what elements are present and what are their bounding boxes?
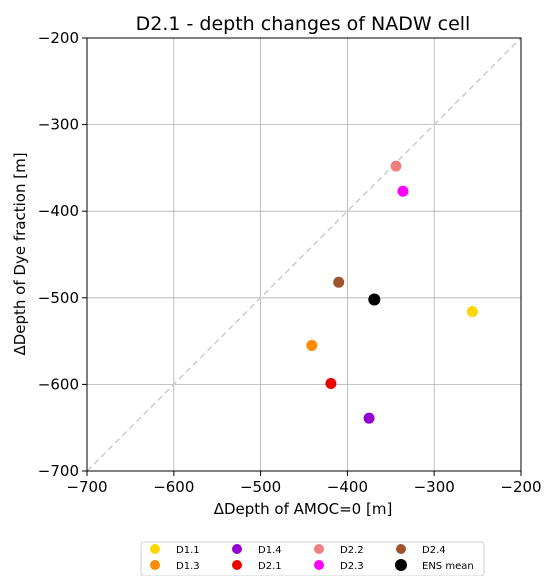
x-axis-ticks: −700 −600 −500 −400 −300 −200 — [66, 471, 542, 496]
y-tick-label: −600 — [38, 375, 79, 393]
y-tick-label: −400 — [38, 202, 79, 220]
point-d2-2 — [390, 160, 402, 172]
x-tick-label: −600 — [153, 478, 194, 496]
y-tick-label: −700 — [38, 462, 79, 480]
x-tick-label: −700 — [66, 478, 107, 496]
reference-line-y-equals-x — [86, 37, 522, 472]
point-d1-4 — [363, 412, 375, 424]
legend-marker-ens-mean — [395, 559, 407, 571]
legend: D1.1 D1.3 D1.4 D2.1 D2.2 D2.3 D2.4 ENS mean — [140, 541, 485, 576]
legend-label-d1-4: D1.4 — [258, 545, 282, 556]
y-axis-ticks: −700 −600 −500 −400 −300 −200 — [38, 29, 87, 480]
y-tick-label: −500 — [38, 289, 79, 307]
legend-marker-d2-2 — [314, 544, 324, 554]
chart-title: D2.1 - depth changes of NADW cell — [136, 13, 471, 35]
legend-marker-d2-4 — [396, 544, 406, 554]
point-d2-1 — [325, 378, 337, 390]
x-tick-label: −200 — [500, 478, 541, 496]
legend-marker-d2-1 — [232, 560, 242, 570]
legend-label-d2-1: D2.1 — [258, 561, 282, 572]
x-axis-label: ΔDepth of AMOC=0 [m] — [214, 500, 393, 518]
legend-label-d1-3: D1.3 — [176, 561, 200, 572]
legend-marker-d2-3 — [314, 560, 324, 570]
legend-marker-d1-4 — [232, 544, 242, 554]
point-d2-4 — [333, 276, 345, 288]
point-d1-1 — [466, 306, 478, 318]
y-tick-label: −200 — [38, 29, 79, 47]
point-d1-3 — [306, 339, 318, 351]
grid — [86, 37, 522, 472]
legend-label-ens-mean: ENS mean — [422, 561, 474, 572]
point-d2-3 — [397, 185, 409, 197]
legend-marker-d1-1 — [150, 544, 160, 554]
legend-label-d1-1: D1.1 — [176, 545, 200, 556]
legend-label-d2-2: D2.2 — [340, 545, 364, 556]
legend-label-d2-3: D2.3 — [340, 561, 364, 572]
data-points — [306, 160, 478, 424]
point-ens-mean — [368, 293, 381, 306]
legend-label-d2-4: D2.4 — [422, 545, 446, 556]
x-tick-label: −400 — [327, 478, 368, 496]
y-tick-label: −300 — [38, 116, 79, 134]
x-tick-label: −300 — [414, 478, 455, 496]
y-axis-label: ΔDepth of Dye fraction [m] — [11, 152, 29, 355]
x-tick-label: −500 — [240, 478, 281, 496]
plot-frame — [86, 37, 522, 472]
legend-marker-d1-3 — [150, 560, 160, 570]
